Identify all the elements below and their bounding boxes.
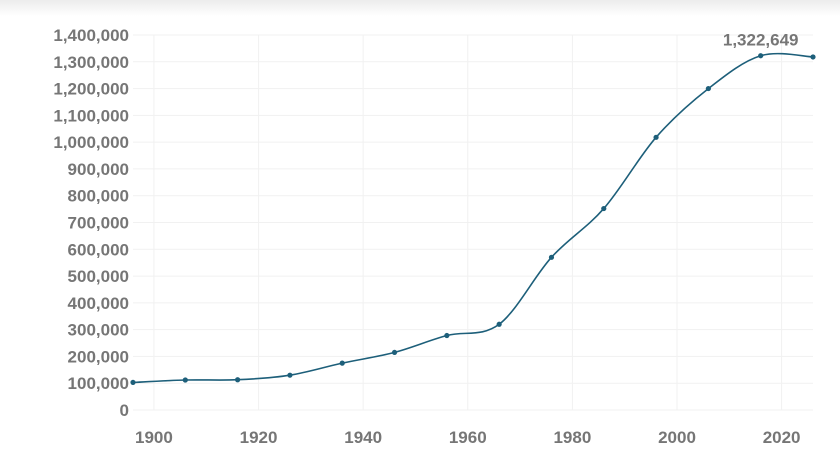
data-point: [339, 360, 345, 366]
data-point: [287, 372, 293, 378]
top-shadow-strip: [0, 0, 840, 16]
data-point: [758, 53, 764, 59]
x-tick-label: 1900: [135, 428, 173, 447]
data-points: [130, 53, 816, 386]
series-group: [132, 52, 814, 384]
data-label: 1,322,649: [723, 31, 799, 50]
data-point: [601, 205, 607, 212]
x-tick-label: 1920: [240, 428, 278, 447]
x-axis: 1900 1920 1940 1960 1980 2000 2020: [135, 428, 801, 447]
y-tick-label: 1,300,000: [53, 53, 129, 72]
y-tick-label: 200,000: [68, 347, 129, 366]
y-tick-label: 1,000,000: [53, 133, 129, 152]
x-tick-label: 2020: [763, 428, 801, 447]
y-tick-label: 600,000: [68, 240, 129, 259]
data-point: [548, 254, 555, 260]
x-tick-label: 1980: [553, 428, 591, 447]
data-point: [235, 377, 241, 383]
data-point: [444, 332, 450, 339]
data-point: [182, 377, 188, 383]
y-tick-label: 800,000: [68, 187, 129, 206]
y-tick-label: 300,000: [68, 321, 129, 340]
data-point: [653, 134, 659, 140]
y-tick-label: 100,000: [68, 374, 129, 393]
y-tick-label: 1,200,000: [53, 80, 129, 99]
y-tick-label: 900,000: [68, 160, 129, 179]
y-tick-label: 400,000: [68, 294, 129, 313]
y-tick-label: 500,000: [68, 267, 129, 286]
data-point: [496, 321, 502, 327]
y-tick-label: 700,000: [68, 214, 129, 233]
y-tick-label: 1,100,000: [53, 106, 129, 125]
data-point: [810, 54, 816, 60]
data-point: [705, 85, 711, 92]
data-point: [130, 379, 136, 386]
x-tick-label: 1960: [449, 428, 487, 447]
grid-lines: [133, 34, 813, 411]
x-tick-label: 1940: [344, 428, 382, 447]
x-tick-label: 2000: [658, 428, 696, 447]
series-line: [132, 52, 814, 384]
y-axis: 0 100,000 200,000 300,000 400,000 500,000 600,…: [53, 26, 129, 420]
y-tick-label: 1,400,000: [53, 26, 129, 45]
data-point: [391, 349, 398, 356]
y-tick-label: 0: [120, 401, 129, 420]
annotations: 1,322,649: [723, 31, 799, 50]
